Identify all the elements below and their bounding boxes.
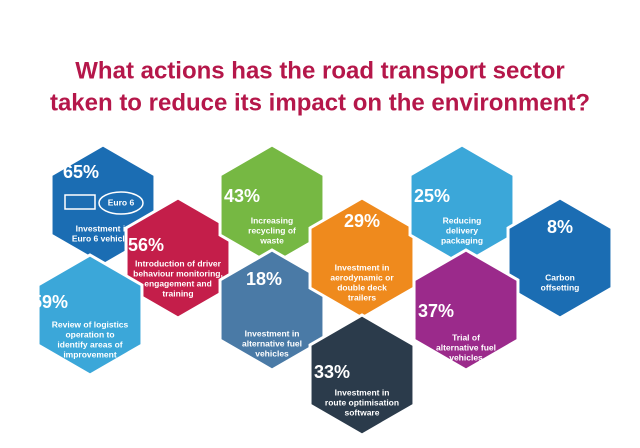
percent: 65%: [63, 162, 99, 182]
percent: 56%: [128, 235, 164, 255]
percent: 43%: [224, 186, 260, 206]
hexagon: [36, 253, 144, 377]
label-line: Reducing: [443, 215, 482, 225]
label-line: Investment in: [335, 262, 390, 272]
label-line: route optimisation: [325, 397, 399, 407]
label-line: Trial of: [452, 332, 480, 342]
label-line: aerodynamic or: [330, 272, 394, 282]
label-line: vehicles: [449, 352, 483, 362]
label-line: double deck: [337, 282, 387, 292]
label-line: packaging: [441, 235, 483, 245]
label-line: Euro 6 vehicles: [72, 233, 135, 243]
percent: 37%: [418, 301, 454, 321]
percent: 59%: [32, 292, 68, 312]
label-line: vehicles: [255, 348, 289, 358]
label-line: Investment in: [76, 223, 131, 233]
label-line: alternative fuel: [436, 342, 496, 352]
label-line: recycling of: [248, 225, 296, 235]
cloud-icon: [98, 191, 144, 215]
label-line: training: [162, 288, 193, 298]
label-line: Investment in: [245, 328, 300, 338]
label-line: trailers: [348, 292, 377, 302]
label-line: Investment in: [335, 387, 390, 397]
label-line: Carbon: [545, 272, 575, 282]
percent: 29%: [344, 211, 380, 231]
percent: 33%: [314, 362, 350, 382]
label-line: delivery: [446, 225, 478, 235]
label-line: engagement and: [144, 278, 212, 288]
percent: 25%: [414, 186, 450, 206]
title-line: taken to reduce its impact on the enviro…: [50, 89, 590, 116]
label-line: Review of logistics: [52, 319, 129, 329]
hexagon: [308, 313, 416, 437]
label-line: offsetting: [541, 282, 580, 292]
label-line: behaviour monitoring,: [133, 268, 223, 278]
label-line: software: [345, 407, 380, 417]
label-line: identify areas of: [57, 339, 122, 349]
label-line: waste: [259, 235, 284, 245]
hexagon: [506, 196, 614, 320]
title-line: What actions has the road transport sect…: [75, 57, 564, 84]
truck-icon: [64, 194, 96, 210]
percent: 8%: [547, 217, 573, 237]
percent: 18%: [246, 269, 282, 289]
label-line: Introduction of driver: [135, 258, 222, 268]
label-line: operation to: [65, 329, 114, 339]
icon-text: Euro 6: [108, 197, 135, 207]
label-line: alternative fuel: [242, 338, 302, 348]
label-line: Increasing: [251, 215, 294, 225]
label-line: improvement: [63, 349, 117, 359]
hexagon: [412, 248, 520, 372]
